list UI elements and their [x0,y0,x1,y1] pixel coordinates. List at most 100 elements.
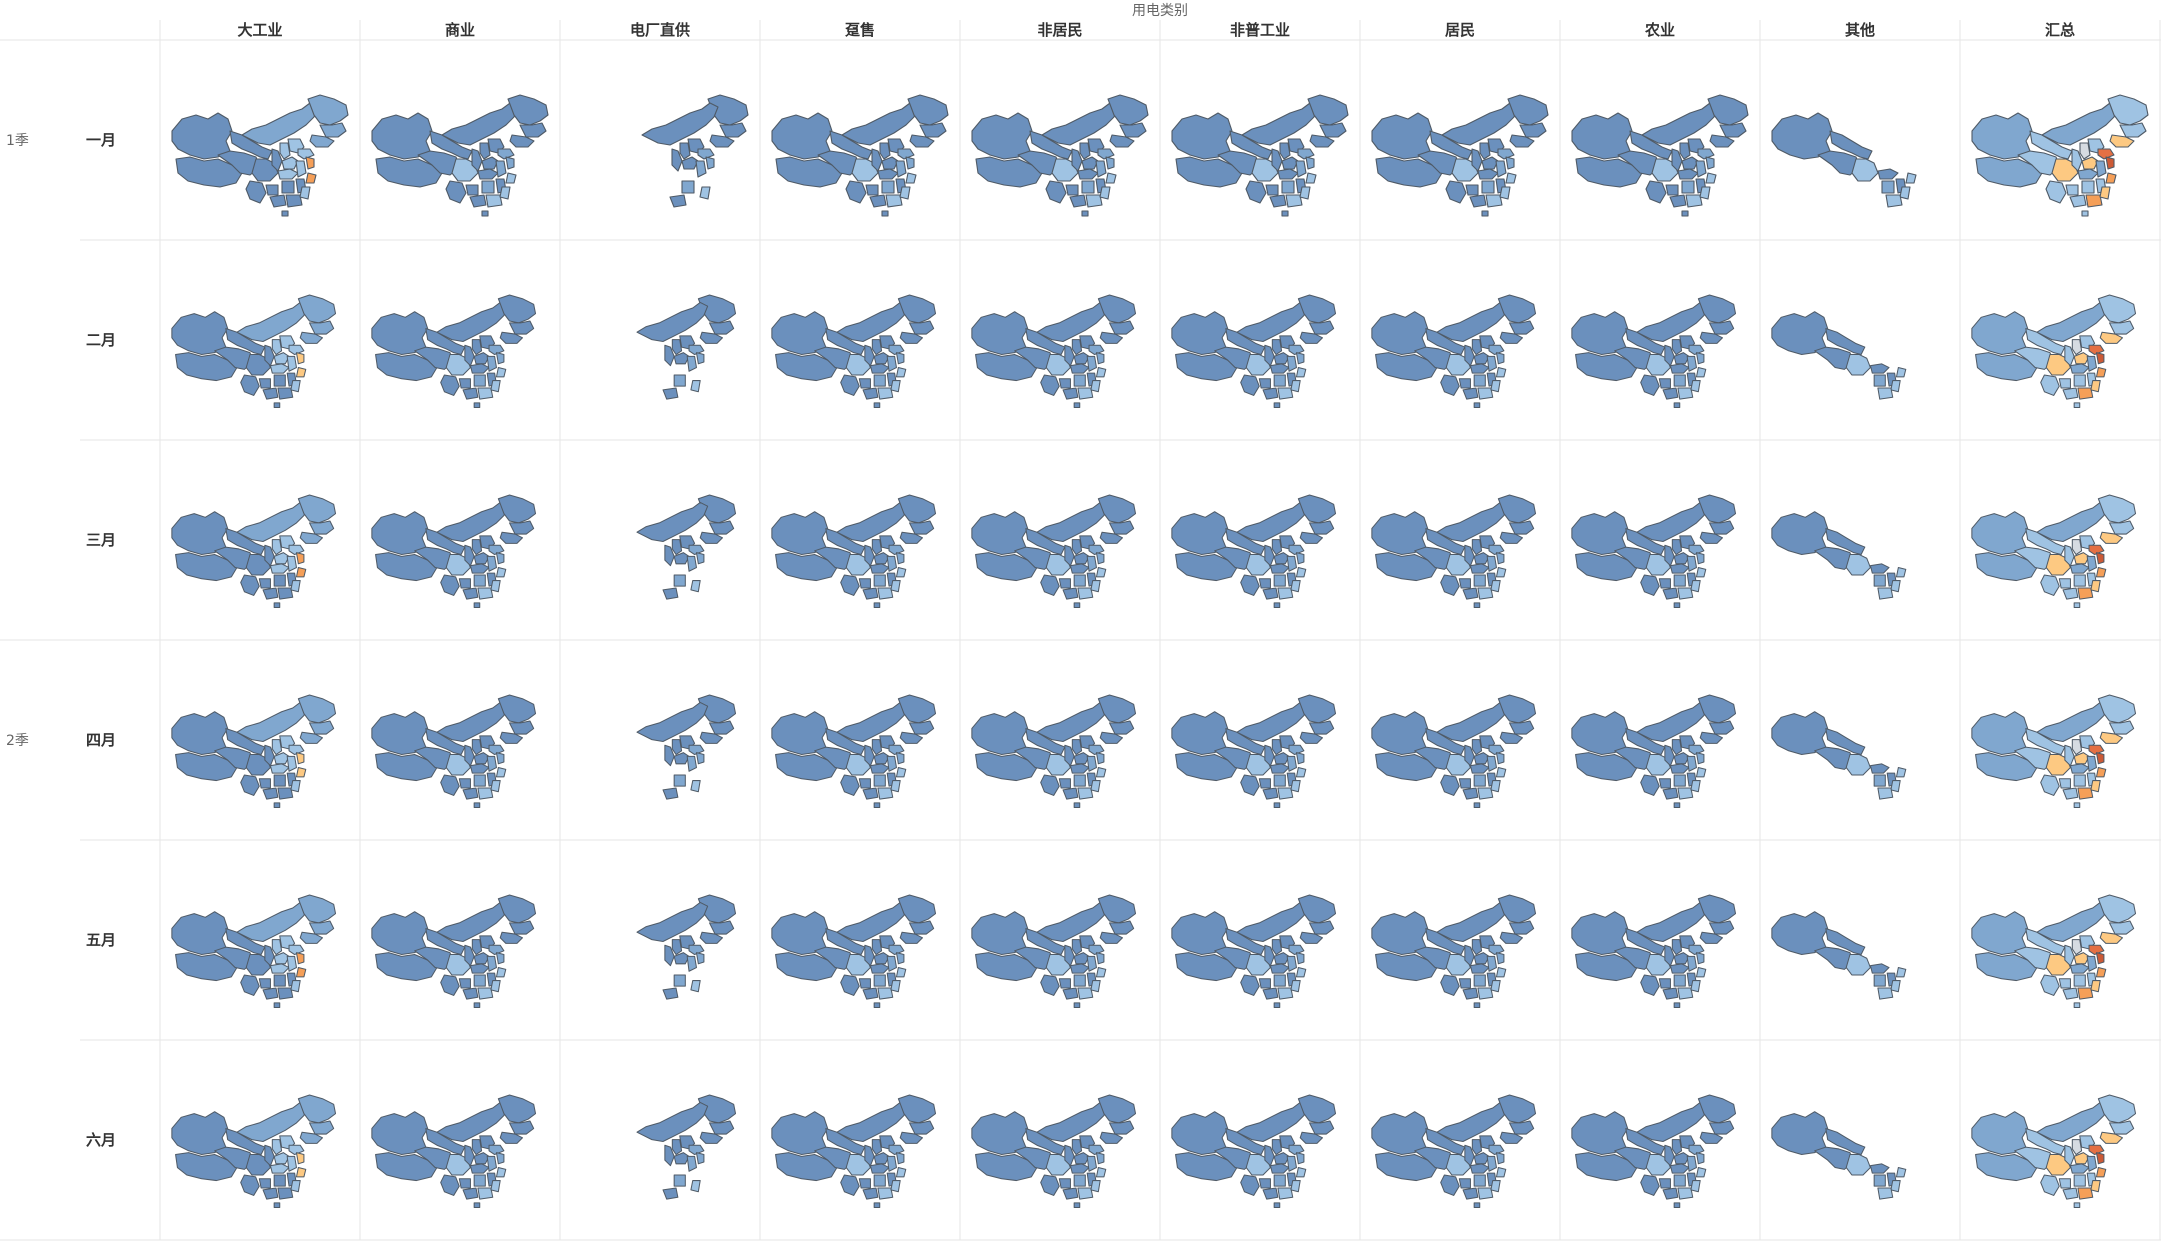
province-shape[interactable] [1107,94,1149,126]
province-shape[interactable] [271,1139,283,1156]
province-shape[interactable] [1069,563,1090,574]
province-shape[interactable] [1264,544,1275,567]
province-shape[interactable] [895,1152,905,1165]
province-shape[interactable] [662,987,679,1000]
province-shape[interactable] [262,787,279,800]
province-shape[interactable] [2090,580,2101,593]
province-shape[interactable] [1771,112,1833,160]
province-shape[interactable] [897,148,915,160]
province-shape[interactable] [258,778,271,789]
province-shape[interactable] [2088,544,2105,556]
province-shape[interactable] [436,1101,509,1143]
province-shape[interactable] [1497,494,1537,524]
province-shape[interactable] [1697,294,1737,324]
province-shape[interactable] [905,172,917,184]
province-shape[interactable] [1069,763,1090,774]
province-shape[interactable] [1458,378,1471,389]
province-shape[interactable] [1495,952,1505,965]
province-shape[interactable] [1636,901,1709,943]
province-shape[interactable] [877,987,894,1000]
province-shape[interactable] [241,102,319,146]
province-shape[interactable] [1664,1144,1675,1167]
province-shape[interactable] [679,142,691,160]
province-shape[interactable] [1036,701,1109,743]
map-cell[interactable] [636,294,737,400]
province-shape[interactable] [305,172,317,184]
province-shape[interactable] [825,527,866,556]
province-shape[interactable] [1671,539,1683,556]
province-shape[interactable] [886,755,897,772]
province-shape[interactable] [1877,787,1894,800]
province-shape[interactable] [1436,1101,1509,1143]
province-shape[interactable] [240,574,260,596]
province-shape[interactable] [495,752,505,765]
province-shape[interactable] [1240,574,1260,596]
province-shape[interactable] [899,731,924,744]
province-shape[interactable] [1436,701,1509,743]
province-shape[interactable] [2105,156,2115,170]
map-cell[interactable] [771,694,937,809]
province-shape[interactable] [1095,352,1105,365]
province-shape[interactable] [1081,180,1095,194]
province-shape[interactable] [495,552,505,565]
province-shape[interactable] [469,363,490,374]
province-shape[interactable] [485,194,503,208]
province-shape[interactable] [264,1144,275,1167]
province-shape[interactable] [877,1187,894,1200]
province-shape[interactable] [1095,552,1105,565]
province-shape[interactable] [1088,544,1105,556]
province-shape[interactable] [1708,720,1735,735]
province-shape[interactable] [1171,711,1229,756]
province-shape[interactable] [1685,194,1703,208]
map-cell[interactable] [1371,494,1537,609]
province-shape[interactable] [1299,731,1324,744]
province-shape[interactable] [1485,194,1503,208]
province-shape[interactable] [2058,1178,2071,1189]
province-shape[interactable] [1086,355,1097,372]
province-shape[interactable] [1719,122,1747,138]
province-shape[interactable] [1095,567,1107,578]
province-shape[interactable] [1481,180,1495,194]
province-shape[interactable] [1425,727,1466,756]
province-shape[interactable] [2097,294,2137,324]
province-shape[interactable] [1285,194,1303,208]
province-shape[interactable] [871,339,883,356]
province-shape[interactable] [1085,194,1103,208]
province-shape[interactable] [1625,727,1666,756]
province-shape[interactable] [290,580,301,593]
province-shape[interactable] [1225,927,1266,956]
province-shape[interactable] [499,531,524,544]
province-shape[interactable] [1297,894,1337,924]
province-shape[interactable] [1269,963,1290,974]
province-shape[interactable] [1677,987,1694,1000]
province-shape[interactable] [2062,1187,2079,1200]
province-shape[interactable] [2071,1139,2083,1156]
province-shape[interactable] [285,194,303,208]
map-cell[interactable] [371,94,549,217]
province-shape[interactable] [690,580,701,593]
province-shape[interactable] [1319,122,1347,138]
province-shape[interactable] [862,387,879,400]
province-shape[interactable] [1240,1174,1260,1196]
province-shape[interactable] [1462,987,1479,1000]
province-shape[interactable] [288,944,305,956]
province-shape[interactable] [240,974,260,996]
province-shape[interactable] [2069,763,2090,774]
province-shape[interactable] [1225,327,1266,356]
province-shape[interactable] [1695,1152,1705,1165]
province-shape[interactable] [1825,1127,1866,1156]
province-shape[interactable] [662,387,679,400]
province-shape[interactable] [1099,531,1124,544]
province-shape[interactable] [1086,555,1097,572]
province-shape[interactable] [1025,727,1066,756]
province-shape[interactable] [1686,555,1697,572]
province-shape[interactable] [636,501,709,543]
province-shape[interactable] [1071,1139,1083,1156]
province-shape[interactable] [858,978,871,989]
province-shape[interactable] [297,694,337,724]
province-shape[interactable] [1099,1131,1124,1144]
province-shape[interactable] [486,955,497,972]
province-shape[interactable] [1099,931,1124,944]
province-shape[interactable] [262,387,279,400]
province-shape[interactable] [1225,527,1266,556]
